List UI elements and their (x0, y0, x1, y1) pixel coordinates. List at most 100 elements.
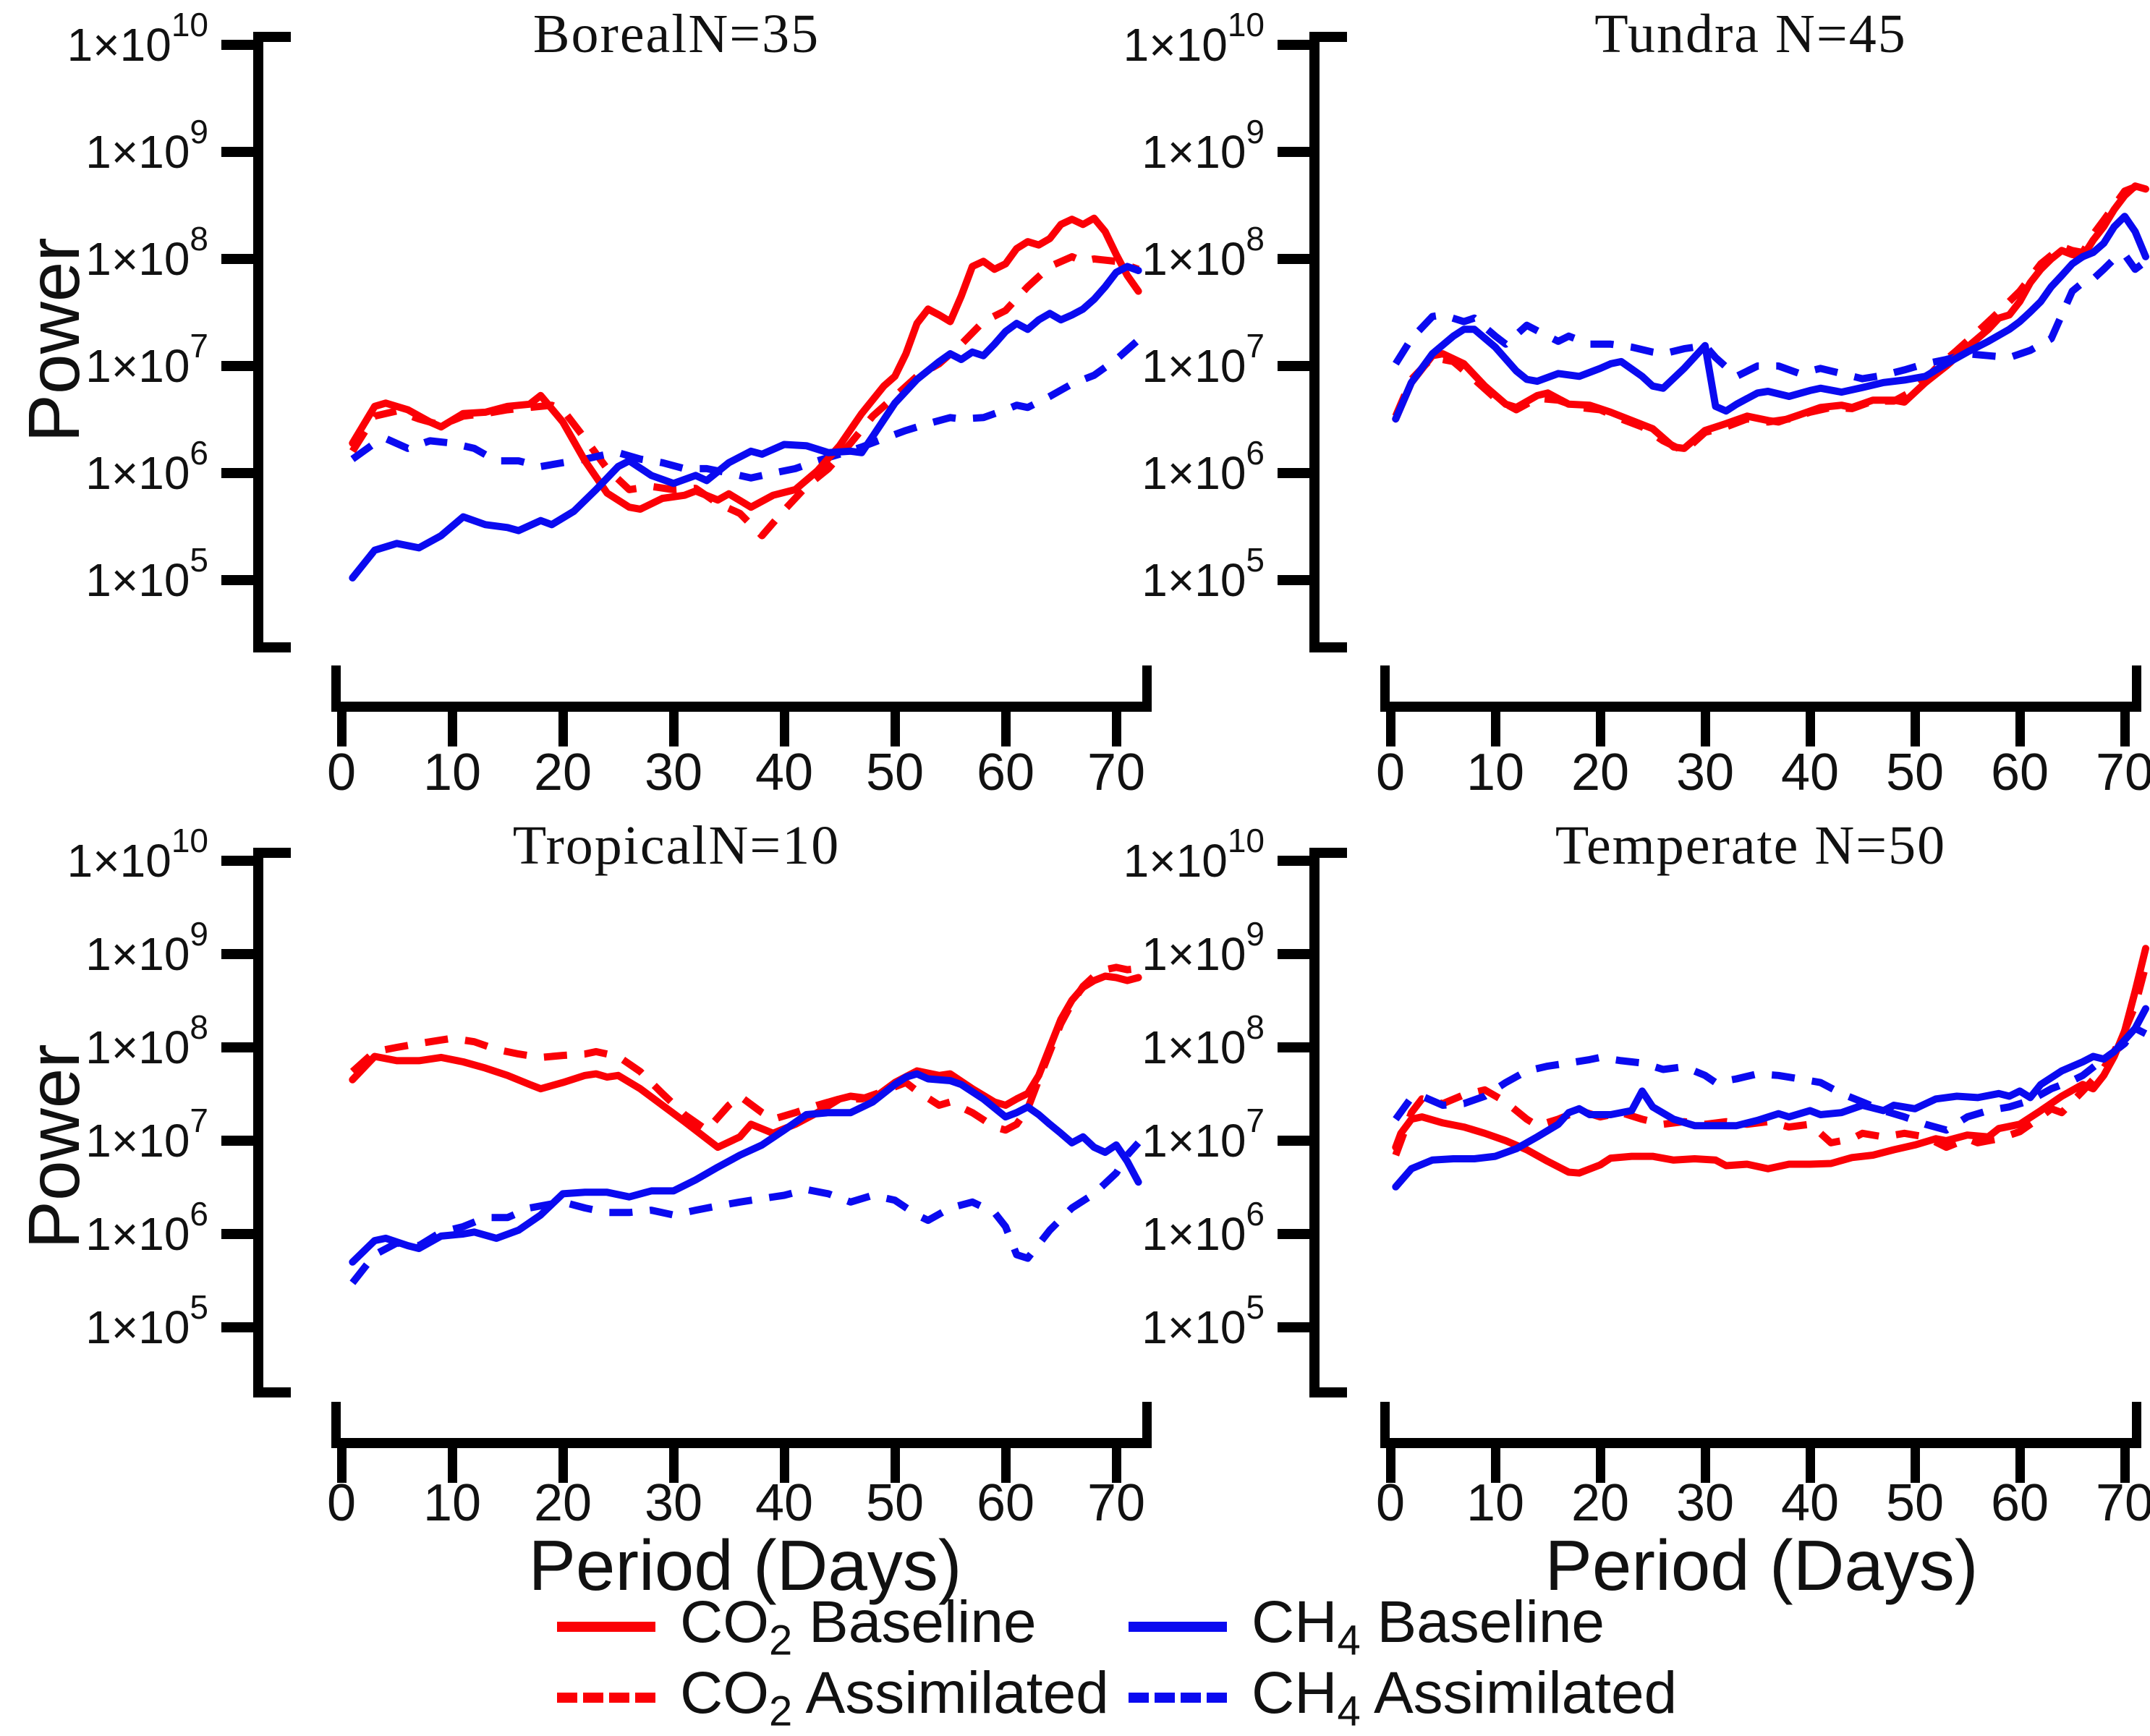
x-axis-line (1380, 702, 2141, 712)
x-tick-label: 50 (866, 1474, 924, 1532)
legend-item-ch4-baseline: CH4 Baseline (1129, 1589, 1729, 1664)
x-axis-label-bottom-right: Period (Days) (1544, 1526, 1979, 1605)
y-tick-label: 1×106 (85, 1195, 208, 1260)
x-tick (2120, 712, 2130, 746)
panel-title-tundra: Tundra N=45 (1594, 4, 1907, 64)
panel-tropical: 1×1010 1×109 1×108 1×107 1×106 1×105 0 10 20 30 40… (67, 822, 1152, 1532)
legend-label-ch4-assimilated: CH4 Assimilated (1252, 1659, 1677, 1735)
series-ch4-assimilated-line (1393, 250, 2149, 383)
legend-formula: CO (680, 1660, 769, 1727)
y-tick-label: 1×1010 (67, 6, 208, 71)
y-tick (1278, 1322, 1309, 1332)
x-axis-left-cap (1380, 665, 1390, 702)
x-tick-label: 50 (866, 744, 924, 801)
legend-text: Baseline (792, 1589, 1037, 1656)
x-tick (1112, 712, 1121, 746)
x-tick-label: 40 (755, 1474, 813, 1532)
y-axis-bottom-cap (1320, 1387, 1347, 1397)
series-co2-assimilated-line (1392, 964, 2149, 1157)
panel-temperate: 1×1010 1×109 1×108 1×107 1×106 1×105 0 10 20 30 40… (1123, 822, 2150, 1532)
x-tick-label: 0 (327, 1474, 356, 1532)
y-tick-label: 1×109 (1142, 915, 1265, 980)
x-tick (1386, 712, 1395, 746)
y-tick-label: 1×109 (85, 113, 208, 178)
y-tick-label: 1×109 (1142, 113, 1265, 178)
y-tick-label: 1×105 (1142, 1288, 1265, 1353)
x-axis-left-cap (331, 665, 341, 702)
y-tick-label: 1×105 (85, 1288, 208, 1353)
y-tick (1278, 949, 1309, 959)
y-tick-label: 1×106 (85, 434, 208, 499)
x-tick (1112, 1448, 1121, 1483)
x-tick (1806, 1448, 1815, 1483)
y-tick (221, 254, 253, 264)
x-tick (1806, 712, 1815, 746)
y-tick (1278, 1042, 1309, 1052)
x-tick-label: 10 (423, 1474, 481, 1532)
y-tick-label: 1×108 (1142, 220, 1265, 285)
x-tick (2015, 1448, 2025, 1483)
x-tick (448, 712, 457, 746)
x-tick-label: 0 (1376, 744, 1405, 801)
legend-formula-sub: 4 (1337, 1688, 1361, 1735)
y-tick-label: 1×108 (1142, 1008, 1265, 1073)
legend-text: Assimilated (792, 1660, 1109, 1727)
panel-boreal: 1×1010 1×109 1×108 1×107 1×106 1×105 0 10 20 30 40… (67, 6, 1152, 801)
x-tick-label: 0 (327, 744, 356, 801)
y-tick (1278, 856, 1309, 866)
x-tick (1001, 1448, 1011, 1483)
y-axis-bottom-cap (1320, 642, 1347, 652)
x-tick (780, 1448, 789, 1483)
x-tick-label: 0 (1376, 1474, 1405, 1532)
legend-item-ch4-assimilated: CH4 Assimilated (1129, 1660, 1729, 1735)
x-tick (337, 712, 347, 746)
legend-text: Assimilated (1360, 1660, 1678, 1727)
y-tick (221, 1136, 253, 1146)
x-axis-right-cap (2132, 1402, 2141, 1438)
panel-title-temperate: Temperate N=50 (1555, 815, 1947, 876)
y-tick (221, 1229, 253, 1239)
y-axis-label-top-row: Power (14, 237, 95, 443)
x-tick (669, 712, 679, 746)
x-tick (780, 712, 789, 746)
x-axis-left-cap (331, 1402, 341, 1438)
legend: CO2 Baseline CH4 Baseline CO2 Assimilate… (557, 1589, 1729, 1735)
series-ch4-assimilated-line (349, 1140, 1142, 1285)
x-tick-label: 10 (1466, 1474, 1524, 1532)
panel-title-tropical: TropicalN=10 (512, 815, 841, 876)
x-tick-label: 50 (1886, 744, 1944, 801)
x-axis-right-cap (1142, 665, 1152, 702)
y-tick (221, 949, 253, 959)
x-axis-right-cap (2132, 665, 2141, 702)
series-ch4-baseline-line (1392, 1005, 2149, 1191)
y-tick-label: 1×105 (1142, 541, 1265, 606)
series-co2-baseline-line (1392, 182, 2149, 452)
co2-baseline-line-icon (557, 1622, 655, 1632)
y-tick (221, 575, 253, 585)
x-axis-left-cap (1380, 1402, 1390, 1438)
y-tick-label: 1×109 (85, 915, 208, 980)
ch4-assimilated-line-icon (1129, 1693, 1227, 1703)
y-tick (1278, 468, 1309, 478)
y-tick-label: 1×108 (85, 1008, 208, 1073)
series-co2-assimilated-line (349, 963, 1139, 1134)
x-tick (1491, 712, 1500, 746)
legend-formula-sub: 4 (1337, 1617, 1361, 1664)
x-tick (1911, 712, 1920, 746)
y-tick-label: 1×107 (1142, 327, 1265, 392)
x-tick-label: 40 (1781, 1474, 1839, 1532)
x-tick (1701, 1448, 1710, 1483)
y-tick-label: 1×107 (1142, 1102, 1265, 1167)
x-tick-label: 60 (1991, 1474, 2049, 1532)
x-axis-line (331, 1438, 1152, 1448)
series-co2-baseline-line (1392, 945, 2149, 1177)
y-tick (1278, 40, 1309, 50)
legend-formula: CO (680, 1589, 769, 1656)
y-tick (1278, 361, 1309, 371)
legend-label-ch4-baseline: CH4 Baseline (1252, 1588, 1605, 1664)
x-tick (337, 1448, 347, 1483)
co2-assimilated-line-icon (557, 1693, 655, 1703)
y-axis-line (253, 32, 263, 652)
y-tick-label: 1×108 (85, 220, 208, 285)
y-tick (221, 1042, 253, 1052)
